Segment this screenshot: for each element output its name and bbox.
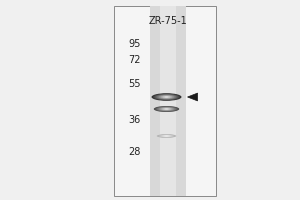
Ellipse shape — [155, 94, 178, 100]
Ellipse shape — [159, 95, 174, 99]
Text: 36: 36 — [129, 115, 141, 125]
Polygon shape — [188, 93, 198, 101]
Ellipse shape — [160, 135, 172, 137]
Text: 28: 28 — [129, 147, 141, 157]
Text: 72: 72 — [128, 55, 141, 65]
Ellipse shape — [158, 134, 175, 138]
Bar — [160, 6, 176, 196]
Ellipse shape — [158, 107, 175, 111]
Bar — [114, 6, 216, 196]
Ellipse shape — [163, 135, 170, 137]
Ellipse shape — [152, 93, 182, 101]
Text: ZR-75-1: ZR-75-1 — [148, 16, 188, 26]
Ellipse shape — [160, 108, 173, 110]
Ellipse shape — [153, 94, 180, 100]
Ellipse shape — [155, 106, 178, 112]
Ellipse shape — [163, 96, 170, 98]
Text: 95: 95 — [129, 39, 141, 49]
Ellipse shape — [162, 135, 171, 137]
Ellipse shape — [157, 107, 176, 111]
Ellipse shape — [162, 108, 171, 110]
Text: 55: 55 — [128, 79, 141, 89]
Ellipse shape — [157, 134, 176, 138]
Ellipse shape — [154, 106, 179, 112]
Ellipse shape — [163, 108, 170, 110]
Ellipse shape — [161, 96, 172, 98]
Ellipse shape — [157, 95, 176, 99]
Ellipse shape — [159, 135, 174, 137]
Bar — [150, 6, 186, 196]
